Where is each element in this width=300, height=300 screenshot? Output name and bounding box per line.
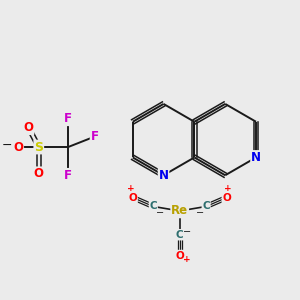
Text: C: C [202, 202, 210, 212]
Text: O: O [23, 121, 34, 134]
Text: Re: Re [171, 204, 188, 218]
Text: F: F [64, 169, 72, 182]
Text: O: O [128, 193, 137, 202]
Text: O: O [13, 140, 23, 154]
Text: −: − [196, 208, 204, 218]
Text: −: − [2, 139, 12, 152]
Text: C: C [176, 230, 184, 240]
Text: +: + [183, 256, 191, 265]
Text: −: − [183, 227, 191, 237]
Text: N: N [251, 151, 261, 164]
Text: F: F [64, 112, 72, 125]
Text: N: N [159, 169, 169, 182]
Text: C: C [149, 202, 157, 212]
Text: +: + [128, 184, 135, 193]
Text: O: O [34, 167, 44, 180]
Text: O: O [222, 193, 231, 202]
Text: F: F [91, 130, 99, 143]
Text: O: O [175, 250, 184, 260]
Text: −: − [156, 208, 164, 218]
Text: +: + [224, 184, 232, 193]
Text: S: S [34, 140, 43, 154]
